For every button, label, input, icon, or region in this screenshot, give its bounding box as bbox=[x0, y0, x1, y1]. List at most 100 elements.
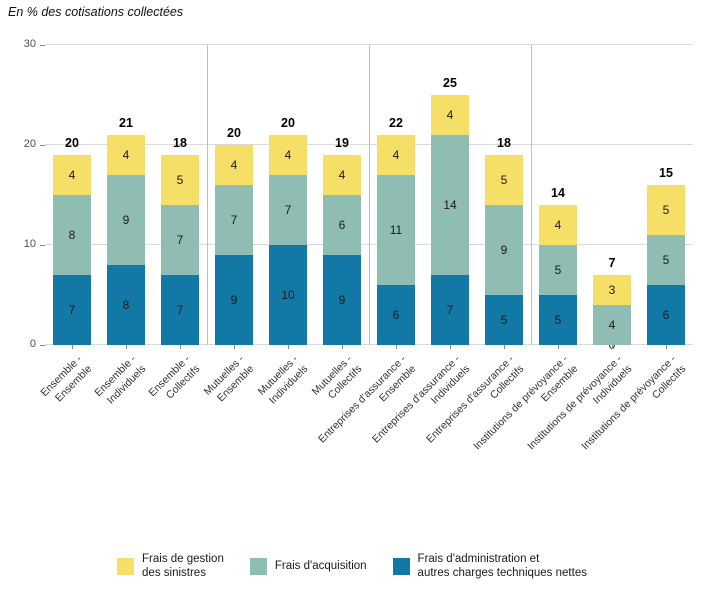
segment-value-label: 4 bbox=[608, 318, 616, 332]
bar-segment: 5 bbox=[539, 245, 577, 295]
bar-segment: 5 bbox=[485, 295, 523, 345]
bar-segment: 4 bbox=[107, 135, 145, 175]
legend-label: Frais d'administration et autres charges… bbox=[417, 553, 587, 580]
bar-total-label: 19 bbox=[335, 136, 349, 150]
legend-swatch bbox=[249, 557, 267, 575]
group-separator-line bbox=[207, 45, 208, 345]
bar-segment: 7 bbox=[161, 275, 199, 345]
x-axis-tick-mark bbox=[342, 345, 343, 349]
bar-segment: 3 bbox=[593, 275, 631, 305]
bar-total-label: 7 bbox=[608, 256, 616, 270]
group-separator-line bbox=[369, 45, 370, 345]
y-axis-tick-mark bbox=[40, 345, 45, 346]
segment-value-label: 4 bbox=[230, 158, 238, 172]
y-axis-tick-mark bbox=[40, 245, 45, 246]
segment-value-label: 9 bbox=[122, 213, 130, 227]
segment-value-label: 4 bbox=[68, 168, 76, 182]
segment-value-label: 14 bbox=[443, 198, 457, 212]
bar-segment: 8 bbox=[107, 265, 145, 345]
legend: Frais de gestion des sinistres Frais d'ac… bbox=[0, 552, 704, 581]
bar-segment: 8 bbox=[53, 195, 91, 275]
bar-segment: 4 bbox=[539, 205, 577, 245]
bar-segment: 4 bbox=[53, 155, 91, 195]
segment-value-label: 5 bbox=[500, 313, 508, 327]
bar-segment: 6 bbox=[323, 195, 361, 255]
y-axis-tick-label: 10 bbox=[23, 238, 36, 250]
bar-total-label: 21 bbox=[119, 116, 133, 130]
segment-value-label: 4 bbox=[446, 108, 454, 122]
segment-value-label: 5 bbox=[662, 253, 670, 267]
segment-value-label: 5 bbox=[554, 263, 562, 277]
group-separator-line bbox=[531, 45, 532, 345]
segment-value-label: 7 bbox=[176, 303, 184, 317]
segment-value-label: 4 bbox=[392, 148, 400, 162]
bar-segment: 7 bbox=[269, 175, 307, 245]
segment-value-label: 10 bbox=[281, 288, 295, 302]
bar-total-label: 22 bbox=[389, 116, 403, 130]
bar-segment: 7 bbox=[53, 275, 91, 345]
segment-value-label: 4 bbox=[122, 148, 130, 162]
segment-value-label: 3 bbox=[608, 283, 616, 297]
segment-value-label: 5 bbox=[662, 203, 670, 217]
bar-segment: 5 bbox=[647, 235, 685, 285]
segment-value-label: 4 bbox=[284, 148, 292, 162]
x-axis-tick-mark bbox=[666, 345, 667, 349]
segment-value-label: 6 bbox=[392, 308, 400, 322]
bar-total-label: 14 bbox=[551, 186, 565, 200]
bar-segment: 4 bbox=[323, 155, 361, 195]
segment-value-label: 4 bbox=[338, 168, 346, 182]
segment-value-label: 7 bbox=[176, 233, 184, 247]
x-axis-tick-mark bbox=[396, 345, 397, 349]
legend-item: Frais d'acquisition bbox=[249, 557, 367, 575]
bar-segment: 9 bbox=[107, 175, 145, 265]
segment-value-label: 9 bbox=[500, 243, 508, 257]
bar-segment: 4 bbox=[215, 145, 253, 185]
x-axis-tick-mark bbox=[288, 345, 289, 349]
y-axis-tick-label: 30 bbox=[23, 38, 36, 50]
segment-value-label: 8 bbox=[122, 298, 130, 312]
y-axis-tick-mark bbox=[40, 145, 45, 146]
bar-total-label: 25 bbox=[443, 76, 457, 90]
segment-value-label: 7 bbox=[68, 303, 76, 317]
bar-segment: 6 bbox=[377, 285, 415, 345]
bar-total-label: 20 bbox=[227, 126, 241, 140]
segment-value-label: 6 bbox=[338, 218, 346, 232]
bar-segment: 7 bbox=[161, 205, 199, 275]
bar-segment: 9 bbox=[215, 255, 253, 345]
segment-value-label: 5 bbox=[176, 173, 184, 187]
x-axis-tick-mark bbox=[612, 345, 613, 349]
legend-swatch bbox=[117, 557, 135, 575]
legend-swatch bbox=[392, 557, 410, 575]
chart-title: En % des cotisations collectées bbox=[8, 5, 184, 19]
legend-label: Frais d'acquisition bbox=[274, 560, 367, 573]
x-axis-tick-mark bbox=[450, 345, 451, 349]
bar-segment: 11 bbox=[377, 175, 415, 285]
segment-value-label: 9 bbox=[230, 293, 238, 307]
segment-value-label: 6 bbox=[662, 308, 670, 322]
y-gridline bbox=[45, 44, 693, 45]
bar-segment: 4 bbox=[377, 135, 415, 175]
bar-segment: 5 bbox=[485, 155, 523, 205]
y-axis-tick-label: 20 bbox=[23, 138, 36, 150]
bar-total-label: 20 bbox=[281, 116, 295, 130]
x-axis-tick-mark bbox=[234, 345, 235, 349]
bar-segment: 6 bbox=[647, 285, 685, 345]
y-axis-tick-mark bbox=[40, 45, 45, 46]
bar-total-label: 18 bbox=[173, 136, 187, 150]
y-axis-tick-label: 0 bbox=[29, 338, 36, 350]
bar-segment: 10 bbox=[269, 245, 307, 345]
segment-value-label: 7 bbox=[230, 213, 238, 227]
legend-label: Frais de gestion des sinistres bbox=[142, 553, 224, 580]
x-axis-tick-mark bbox=[126, 345, 127, 349]
bar-segment: 9 bbox=[485, 205, 523, 295]
bar-segment: 4 bbox=[593, 305, 631, 345]
segment-value-label: 11 bbox=[389, 223, 403, 237]
bar-segment: 5 bbox=[539, 295, 577, 345]
bar-segment: 7 bbox=[431, 275, 469, 345]
bar-segment: 4 bbox=[431, 95, 469, 135]
x-axis-tick-mark bbox=[558, 345, 559, 349]
bar-segment: 5 bbox=[647, 185, 685, 235]
segment-value-label: 8 bbox=[68, 228, 76, 242]
segment-value-label: 9 bbox=[338, 293, 346, 307]
